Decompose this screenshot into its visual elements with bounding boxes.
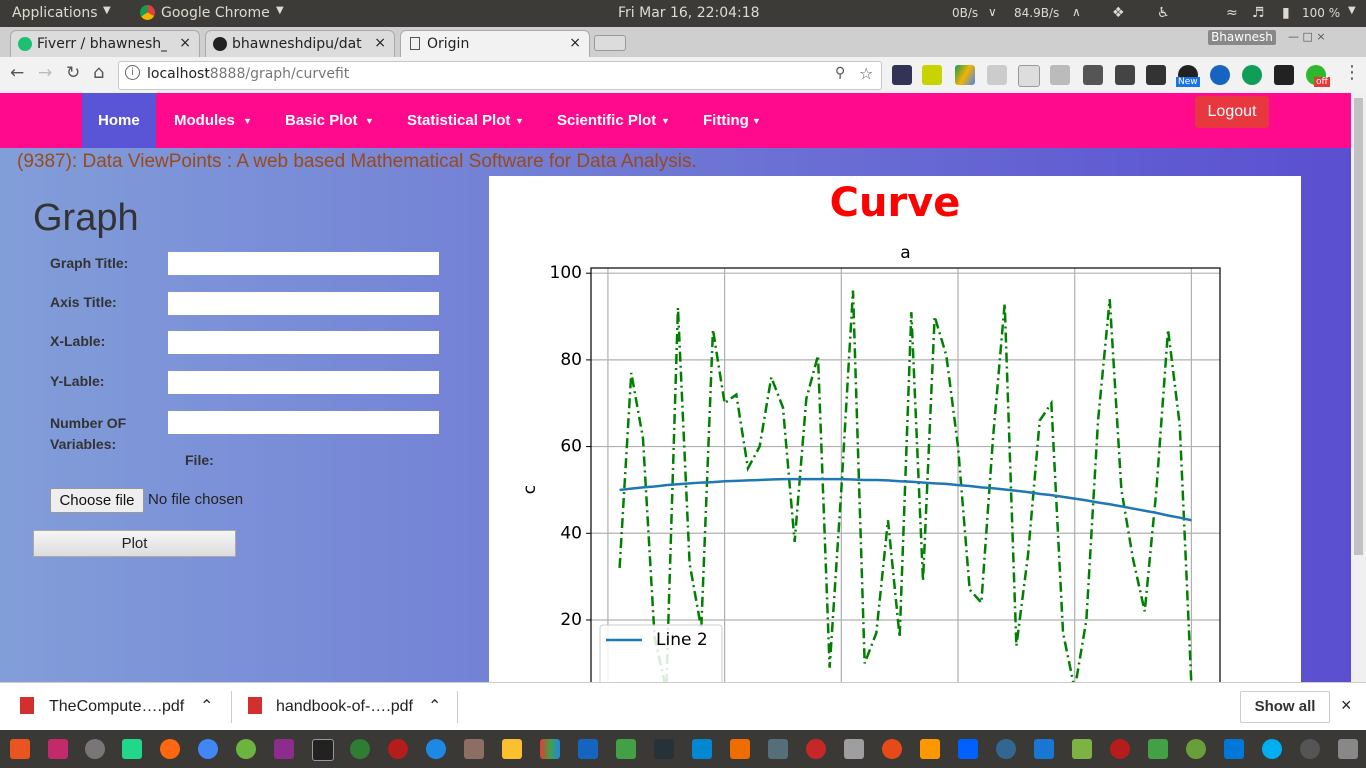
tab[interactable]: Origin × — [400, 30, 590, 58]
badge: off — [1314, 77, 1330, 87]
tab-strip: Fiverr / bhawnesh_ × bhawneshdipu/dat × Or… — [0, 27, 1366, 58]
net-down: 0B/s — [952, 6, 979, 20]
y-tick-label: 20 — [560, 610, 582, 630]
text-input[interactable] — [168, 371, 439, 394]
field-label: Graph Title: — [50, 255, 129, 271]
taskbar — [0, 730, 1366, 768]
reload[interactable]: ↻ — [66, 63, 81, 83]
chart-group: Curve a c 20 40 60 80 100 Line 2 — [520, 180, 1221, 682]
profile[interactable]: Bhawnesh — [1208, 30, 1276, 45]
y-tick-label: 80 — [560, 350, 582, 370]
url-host: localhost — [147, 66, 210, 82]
tab-title: bhawneshdipu/dat — [232, 36, 362, 52]
close-downloads[interactable]: × — [1341, 695, 1352, 715]
new-tab[interactable] — [594, 35, 626, 51]
forward[interactable]: → — [38, 63, 53, 83]
tab[interactable]: bhawneshdipu/dat × — [205, 30, 395, 58]
nav-link[interactable]: Modules — [174, 112, 235, 129]
data-line — [618, 290, 1193, 682]
field-label: X-Lable: — [50, 333, 106, 349]
axes-frame — [590, 267, 1221, 682]
tab-title: Fiverr / bhawnesh_ — [37, 36, 167, 52]
system-panel: Applications ▼ Google Chrome ▼ Fri Mar 1… — [0, 0, 1366, 27]
navbar: Home Modules ▼ Basic Plot ▼ Statistical Pl… — [0, 93, 1351, 148]
chart: Curve a c 20 40 60 80 100 Line 2 — [520, 180, 1221, 682]
file-status: No file chosen — [148, 491, 244, 508]
form-title: Graph — [33, 197, 139, 239]
web-page: Home Modules ▼ Basic Plot ▼ Statistical Pl… — [0, 93, 1351, 682]
plot-heading: Curve — [830, 180, 961, 226]
plot-button[interactable]: Plot — [33, 530, 236, 557]
y-axis-label: c — [520, 485, 540, 494]
data-line — [619, 477, 1192, 522]
text-input[interactable] — [168, 411, 439, 434]
address-bar[interactable]: i localhost :8888/graph/curvefit ⚲ ☆ — [118, 61, 882, 90]
toolbar: ← → ↻ ⌂ i localhost :8888/graph/curvefit… — [0, 57, 1366, 94]
downloads-bar: TheCompute….pdf ⌃ handbook-of-….pdf ⌃ Sh… — [0, 682, 1366, 731]
field-label: Number OF Variables: — [50, 415, 127, 452]
field-label: Y-Lable: — [50, 373, 105, 389]
nav-link[interactable]: Statistical Plot — [407, 112, 511, 129]
app-name: Google Chrome — [161, 5, 270, 21]
y-tick-label: 100 — [550, 263, 582, 283]
y-tick-label: 40 — [560, 523, 582, 543]
logout-button[interactable]: Logout — [1195, 96, 1269, 128]
banner: (9387): Data ViewPoints : A web based Ma… — [17, 151, 697, 172]
nav-link[interactable]: Fitting — [703, 112, 749, 129]
field-label: Axis Title: — [50, 294, 117, 310]
tab-title: Origin — [427, 36, 470, 52]
net-up: 84.9B/s — [1014, 6, 1060, 20]
home-button[interactable]: ⌂ — [93, 62, 105, 83]
text-input[interactable] — [168, 292, 439, 315]
badge: New — [1176, 77, 1200, 87]
applications-menu[interactable]: Applications — [12, 5, 98, 21]
plot-panel — [489, 176, 1301, 682]
field-label: File: — [185, 452, 214, 468]
nav-link[interactable]: Scientific Plot — [557, 112, 657, 129]
axes-title: a — [900, 243, 910, 263]
tab[interactable]: Fiverr / bhawnesh_ × — [10, 30, 200, 58]
y-tick-label: 60 — [560, 437, 582, 457]
download-file[interactable]: handbook-of-….pdf — [276, 698, 413, 715]
back[interactable]: ← — [10, 63, 25, 83]
download-file[interactable]: TheCompute….pdf — [49, 698, 185, 715]
text-input[interactable] — [168, 252, 439, 275]
scrollbar[interactable] — [1351, 93, 1366, 682]
text-input[interactable] — [168, 331, 439, 354]
url-path: :8888/graph/curvefit — [205, 66, 350, 82]
battery: 100 % — [1302, 6, 1341, 20]
nav-link[interactable]: Home — [98, 112, 140, 129]
clock[interactable]: Fri Mar 16, 22:04:18 — [618, 5, 760, 21]
legend-label: Line 2 — [656, 630, 708, 650]
nav-link[interactable]: Basic Plot — [285, 112, 358, 129]
file-button[interactable]: Choose file — [50, 488, 144, 513]
show-all-button[interactable]: Show all — [1240, 691, 1330, 723]
